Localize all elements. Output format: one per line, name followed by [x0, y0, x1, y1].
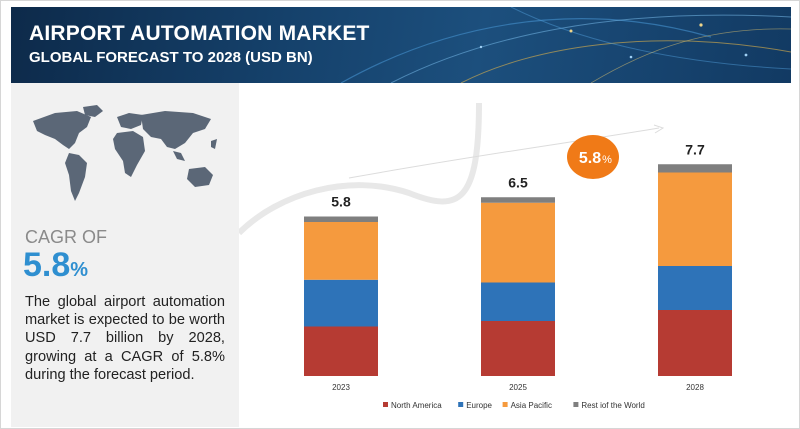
- bar-2023-rest-iof-the-world: [304, 216, 378, 222]
- bar-2028-rest-iof-the-world: [658, 164, 732, 173]
- legend-swatch-asia-pacific: [502, 402, 508, 407]
- market-description: The global airport automation market is …: [25, 294, 225, 383]
- chart-legend: North America Europe Asia Pacific Rest iof …: [383, 401, 645, 410]
- bar-2025-asia-pacific: [481, 202, 555, 283]
- legend-swatch-europe: [458, 402, 464, 407]
- x-tick-label-2023: 2023: [332, 383, 350, 392]
- x-tick-label-2028: 2028: [686, 383, 704, 392]
- total-label-2025: 6.5: [508, 174, 528, 190]
- bar-2023-europe: [304, 279, 378, 327]
- header-light-trails: [340, 7, 791, 83]
- growth-badge-unit: %: [602, 154, 612, 166]
- cagr-number: 5.8: [23, 246, 71, 284]
- total-label-2023: 5.8: [331, 194, 351, 210]
- x-tick-label-2025: 2025: [509, 383, 527, 392]
- legend-swatch-rest-iof-the-world: [573, 402, 579, 407]
- cagr-percent-sign: %: [70, 259, 89, 281]
- summary-panel: CAGR OF 5.8% The global airport automati…: [11, 83, 239, 427]
- legend-label-europe: Europe: [466, 401, 492, 410]
- growth-badge: 5.8 %: [567, 135, 619, 179]
- legend-label-rest-iof-the-world: Rest iof the World: [581, 401, 644, 410]
- growth-badge-value: 5.8: [579, 150, 601, 167]
- page-title: AIRPORT AUTOMATION MARKET: [29, 22, 370, 45]
- world-map-icon: [33, 105, 217, 201]
- bar-2028-north-america: [658, 310, 732, 376]
- bar-2025-rest-iof-the-world: [481, 197, 555, 203]
- bar-2023-north-america: [304, 326, 378, 376]
- total-label-2028: 7.7: [685, 141, 705, 157]
- legend-label-north-america: North America: [391, 401, 442, 410]
- growth-badge-circle: [567, 135, 619, 179]
- legend-swatch-north-america: [383, 402, 388, 407]
- header-banner: AIRPORT AUTOMATION MARKET GLOBAL FORECAS…: [11, 7, 791, 83]
- bar-2028-asia-pacific: [658, 172, 732, 266]
- cagr-value: 5.8%: [23, 246, 88, 285]
- bar-2028-europe: [658, 266, 732, 310]
- trend-decoration: [239, 102, 665, 236]
- bar-2025-north-america: [481, 321, 555, 376]
- bar-2023-asia-pacific: [304, 222, 378, 280]
- legend-label-asia-pacific: Asia Pacific: [511, 401, 552, 410]
- page-subtitle: GLOBAL FORECAST TO 2028 (USD BN): [29, 49, 313, 66]
- cagr-label: CAGR OF: [25, 227, 108, 247]
- bar-2025-europe: [481, 282, 555, 321]
- stacked-bar-chart: 5.8 2023 6.5 2025 7.7 2028 5.8 % North Americ…: [239, 102, 732, 410]
